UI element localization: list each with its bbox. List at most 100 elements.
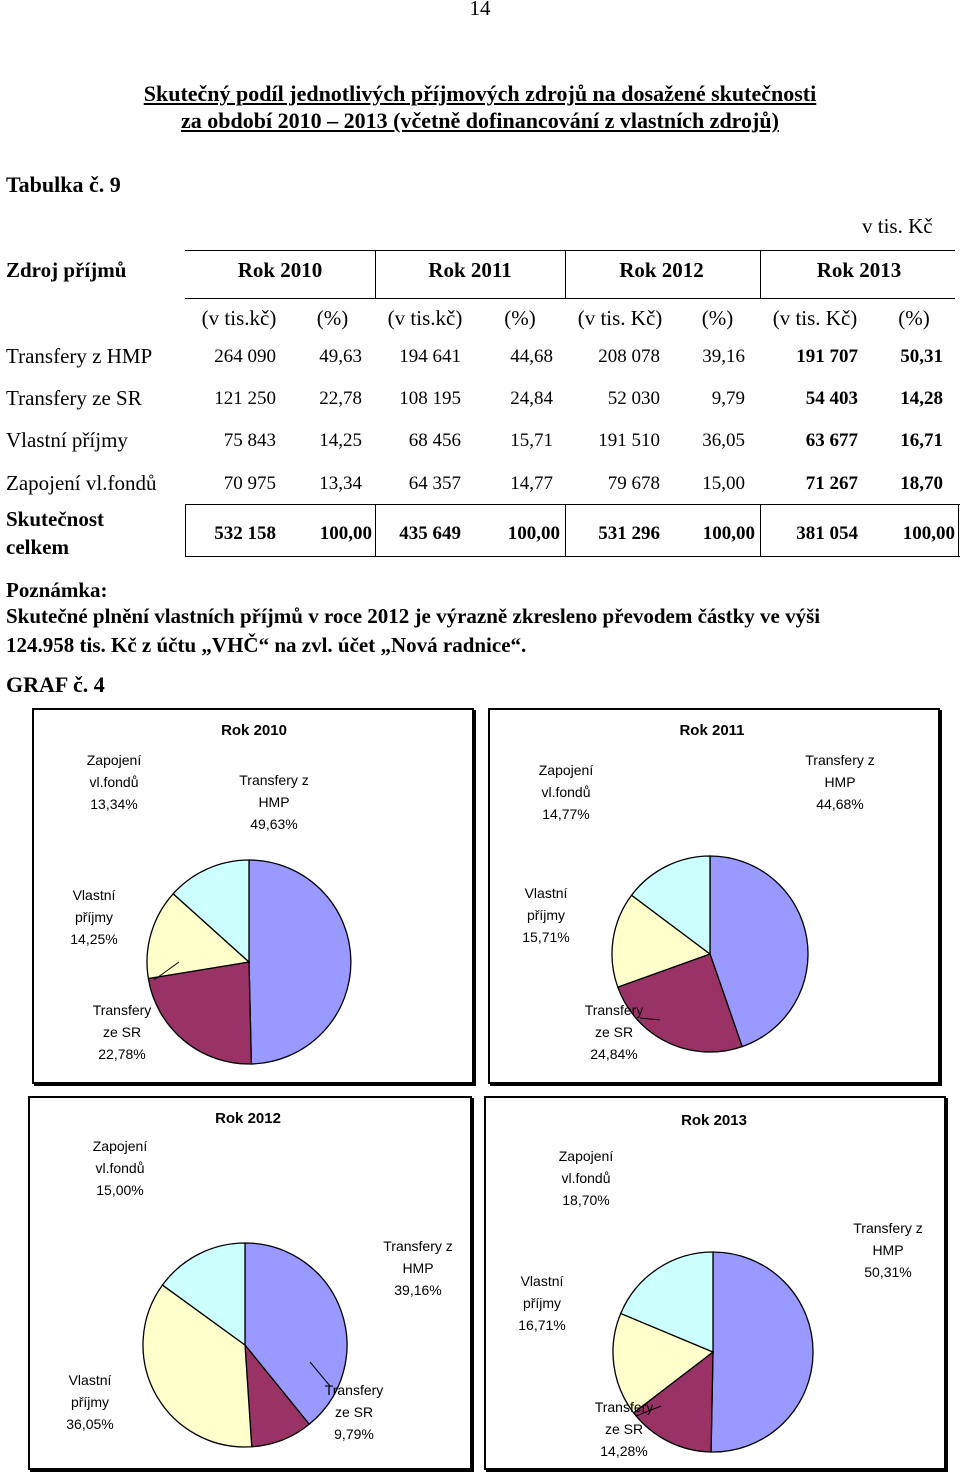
table-cell: 100,00 [319, 523, 372, 544]
slice-label-hmp: Transfery z HMP 39,16% [383, 1238, 453, 1298]
subheader-percent: (%) [316, 306, 349, 330]
table-cell: 54 403 [805, 388, 858, 409]
pie-slice-fondy [172, 859, 250, 964]
table-cell: 18,70 [900, 473, 943, 494]
table-cell: 108 195 [399, 388, 461, 409]
table-cell: 68 456 [408, 430, 461, 451]
table-cell: 50,31 [900, 346, 943, 367]
table-cell: 63 677 [805, 430, 858, 451]
row-label: Transfery ze SR [6, 386, 142, 410]
slice-label-hmp: Transfery z HMP 50,31% [853, 1220, 923, 1280]
year-header: Rok 2012 [619, 258, 704, 282]
source-header: Zdroj příjmů [6, 258, 127, 282]
table-cell: 15,71 [510, 430, 553, 451]
unit-label: v tis. Kč [862, 214, 933, 238]
slice-label-hmp: Transfery z HMP 49,63% [239, 772, 309, 832]
table-cell: 100,00 [507, 523, 560, 544]
pie-slice-vlastni [612, 1312, 715, 1414]
table-cell: 39,16 [702, 346, 745, 367]
pie-slice-vlastni [142, 1284, 253, 1448]
table-cell: 100,00 [702, 523, 755, 544]
table-cell: 14,77 [510, 473, 553, 494]
slice-label-sr: Transfery ze SR 22,78% [93, 1002, 152, 1062]
subheader-percent: (%) [504, 306, 536, 330]
label-leader-line [153, 961, 180, 981]
table-cell: 531 296 [598, 523, 660, 544]
table-rule [185, 556, 960, 557]
table-rule [375, 504, 376, 556]
slice-label-sr: Transfery ze SR 9,79% [325, 1382, 384, 1442]
slice-label-hmp: Transfery z HMP 44,68% [805, 752, 875, 812]
table-cell: 14,25 [319, 430, 362, 451]
pie-slice-hmp [248, 859, 352, 1065]
table-cell: 64 357 [408, 473, 461, 494]
table-cell: 75 843 [223, 430, 276, 451]
table-label: Tabulka č. 9 [6, 172, 121, 197]
pie-chart-svg: Rok 2011 Transfery z HMP 44,68% Transfery ze … [522, 722, 875, 1062]
pie-chart-svg: Rok 2012 Transfery z HMP 39,16% Transfery ze … [66, 1110, 453, 1448]
note-heading: Poznámka: [6, 578, 108, 602]
table-cell: 194 641 [399, 346, 461, 367]
subheader-amount: (v tis.kč) [387, 306, 463, 330]
chart-title: Rok 2011 [679, 722, 744, 739]
table-cell: 44,68 [510, 346, 553, 367]
year-header: Rok 2013 [816, 258, 902, 282]
pie-chart-2010: Rok 2010 Transfery z HMP 49,63% Transfery ze … [32, 708, 474, 1084]
slice-label-vlastni: Vlastní příjmy 15,71% [522, 885, 569, 945]
table-cell: 49,63 [319, 346, 362, 367]
subheader-amount: (v tis.kč) [201, 306, 277, 330]
table-cell: 435 649 [399, 523, 461, 544]
pie-slice-fondy [161, 1242, 246, 1347]
label-leader-line [309, 1361, 331, 1387]
table-rule [185, 298, 955, 299]
total-label: celkem [6, 535, 69, 559]
heading-line-2: za období 2010 – 2013 (včetně dofinancov… [181, 108, 779, 133]
table-cell: 208 078 [598, 346, 660, 367]
pie-slice-vlastni [146, 892, 251, 980]
table-rule [565, 504, 566, 556]
subheader-amount: (v tis. Kč) [772, 306, 858, 330]
year-header: Rok 2010 [237, 258, 323, 282]
table-cell: 70 975 [223, 473, 276, 494]
pie-slice-hmp [710, 1251, 814, 1453]
pie-slice-hmp [709, 855, 809, 1048]
label-leader-line [639, 1017, 661, 1021]
table-cell: 36,05 [702, 430, 745, 451]
slice-label-fondy: Zapojení vl.fondů 15,00% [93, 1138, 148, 1198]
year-header: Rok 2011 [428, 258, 512, 282]
row-label: Transfery z HMP [6, 344, 153, 368]
label-leader-line [635, 1405, 662, 1417]
table-rule [760, 250, 761, 298]
table-cell: 9,79 [711, 388, 745, 409]
pie-slice-fondy [630, 855, 711, 956]
table-rule [185, 250, 955, 251]
table-cell: 24,84 [510, 388, 553, 409]
pie-slice-vlastni [611, 894, 712, 988]
subheader-percent: (%) [898, 306, 930, 330]
table-cell: 121 250 [214, 388, 276, 409]
chart-title: Rok 2013 [681, 1112, 747, 1129]
table-cell: 14,28 [900, 388, 943, 409]
table-cell: 22,78 [319, 388, 362, 409]
table-rule [185, 504, 960, 505]
note-text: Skutečné plnění vlastních příjmů v roce … [6, 604, 821, 628]
table-cell: 15,00 [702, 473, 745, 494]
slice-label-fondy: Zapojení vl.fondů 13,34% [87, 752, 142, 812]
pie-chart-2013: Rok 2013 Transfery z HMP 50,31% Transfery ze … [484, 1096, 946, 1470]
table-cell: 191 510 [598, 430, 660, 451]
slice-label-fondy: Zapojení vl.fondů 14,77% [539, 762, 594, 822]
table-cell: 52 030 [607, 388, 660, 409]
table-rule [565, 250, 566, 298]
table-cell: 532 158 [214, 523, 276, 544]
pie-chart-2011: Rok 2011 Transfery z HMP 44,68% Transfery ze … [488, 708, 940, 1084]
pie-slice-fondy [619, 1251, 714, 1353]
table-rule [185, 504, 186, 556]
row-label: Zapojení vl.fondů [6, 471, 157, 495]
subheader-percent: (%) [701, 306, 734, 330]
pie-slice-sr [616, 953, 743, 1053]
slice-label-fondy: Zapojení vl.fondů 18,70% [559, 1148, 614, 1208]
total-label: Skutečnost [6, 507, 105, 531]
pie-slice-hmp [244, 1242, 348, 1426]
slice-label-sr: Transfery ze SR 24,84% [585, 1002, 644, 1062]
table-cell: 381 054 [796, 523, 858, 544]
